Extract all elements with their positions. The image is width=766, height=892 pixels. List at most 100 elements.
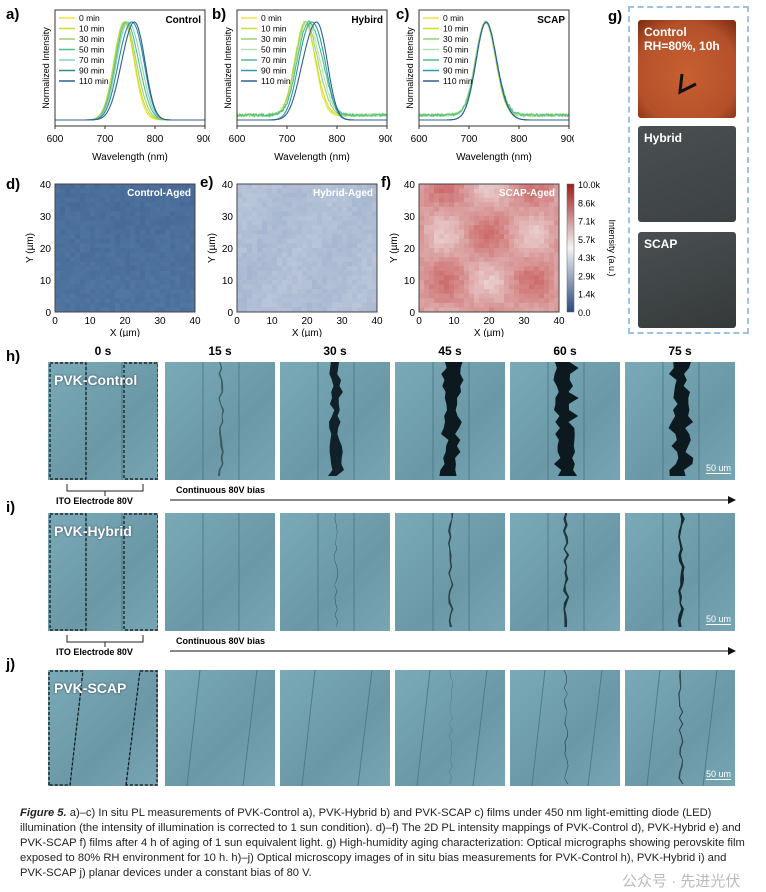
heatmap-cell [514,293,520,299]
series-line-90-min [237,21,387,121]
heatmap-cell [120,275,126,281]
heatmap-cell [439,307,445,313]
heatmap-cell [519,270,525,276]
crack [562,513,570,627]
heatmap-cell [362,243,368,249]
heatmap-cell [449,280,455,286]
heatmap-cell [267,225,273,231]
heatmap-cell [479,229,485,235]
heatmap-cell [539,280,545,286]
heatmap-cell [70,252,76,258]
heatmap-cell [337,289,343,295]
heatmap-cell [60,248,66,254]
heatmap-cell [140,197,146,203]
legend-label: 50 min [79,45,105,55]
heatmap-cell [529,234,535,240]
heatmap-cell [70,229,76,235]
heatmap-cell [484,184,490,190]
heatmap-cell [140,238,146,244]
heatmap-cell [297,197,303,203]
heatmap-cell [367,234,373,240]
heatmap-cell [272,266,278,272]
heatmap-cell [257,307,263,313]
heatmap-cell [297,225,303,231]
heatmap-cell [115,307,121,313]
heatmap-cell [65,216,71,222]
scratch-mark [678,73,697,95]
heatmap-cell [327,257,333,263]
heatmap-cell [292,211,298,217]
heatmap-cell [479,202,485,208]
heatmap-cell [327,284,333,290]
heatmap-cell [529,266,535,272]
heatmap-cell [317,275,323,281]
heatmap-cell [424,289,430,295]
heatmap-cell [282,202,288,208]
heatmap-cell [524,188,530,194]
heatmap-cell [95,298,101,304]
heatmap-cell [65,280,71,286]
heatmap-cell [554,238,560,244]
heatmap-cell [504,270,510,276]
heatmap-cell [439,275,445,281]
heatmap-cell [267,284,273,290]
heatmap-cell [434,234,440,240]
heatmap-cell [190,248,196,254]
heatmap-cell [180,202,186,208]
heatmap-cell [130,266,136,272]
heatmap-cell [337,293,343,299]
heatmap-cell [307,229,313,235]
heatmap-cell [105,280,111,286]
micrograph-overlay [317,362,355,480]
heatmap-cell [362,193,368,199]
heatmap-cell [85,280,91,286]
heatmap-cell [190,216,196,222]
heatmap-cell [155,248,161,254]
heatmap-cell [519,284,525,290]
heatmap-cell [484,225,490,231]
heatmap-cell [489,238,495,244]
heatmap-cell [60,216,66,222]
heatmap-cell [424,261,430,267]
heatmap-cell [277,307,283,313]
heatmap-cell [130,234,136,240]
heatmap-cell [549,202,555,208]
heatmap-cell [145,234,151,240]
legend-label: 30 min [443,34,469,44]
heatmap-cell [317,293,323,299]
heatmap-cell [484,229,490,235]
heatmap-cell [125,307,131,313]
heatmap-cell [267,216,273,222]
heatmap-cell [105,225,111,231]
heatmap-cell [292,197,298,203]
heatmap-cell [287,302,293,308]
electrode-outline [49,513,87,631]
heatmap-cell [287,225,293,231]
heatmap-cell [170,257,176,263]
heatmap-cell [539,206,545,212]
heatmap-cell [287,280,293,286]
heatmap-cell [514,275,520,281]
heatmap-cell [252,307,258,313]
heatmap-cell [165,289,171,295]
heatmap-cell [170,243,176,249]
heatmap-cell [332,248,338,254]
heatmap-cell [342,216,348,222]
heatmap-cell [479,252,485,258]
heatmap-cell [185,243,191,249]
heatmap-cell [554,252,560,258]
heatmap-cell [80,284,86,290]
heatmap-cell [70,257,76,263]
heatmap-cell [190,289,196,295]
heatmap-cell [554,211,560,217]
heatmap-cell [499,238,505,244]
heatmap-cell [55,193,61,199]
heatmap-cell [170,293,176,299]
heatmap-cell [317,289,323,295]
heatmap-cell [100,206,106,212]
heatmap-cell [444,298,450,304]
heatmap-cell [454,289,460,295]
heatmap-cell [342,229,348,235]
heatmap-cell [469,216,475,222]
heatmap-cell [554,216,560,222]
